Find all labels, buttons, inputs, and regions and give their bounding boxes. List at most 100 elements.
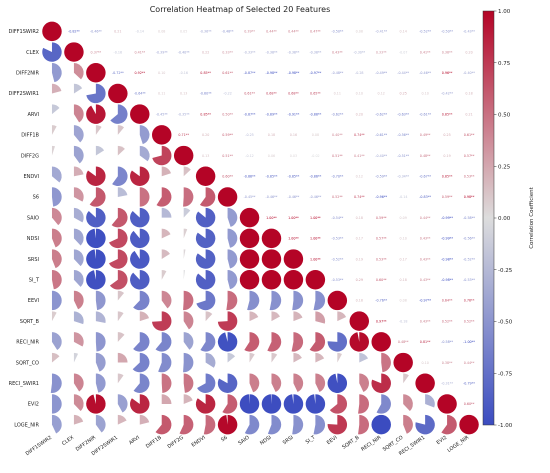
correlation-pie bbox=[51, 414, 62, 434]
correlation-pie bbox=[117, 332, 125, 342]
correlation-value: -0.42** bbox=[441, 92, 453, 96]
correlation-pie bbox=[217, 311, 238, 331]
correlation-pie bbox=[133, 373, 150, 393]
correlation-pie bbox=[73, 166, 84, 177]
correlation-pie bbox=[217, 332, 238, 352]
correlation-value: 0.33** bbox=[222, 50, 233, 54]
row-label: SI_T bbox=[29, 277, 40, 283]
row-label: RECI_NIR bbox=[16, 340, 39, 346]
correlation-value: 0.13 bbox=[180, 92, 187, 96]
correlation-value: 0.40** bbox=[332, 133, 343, 137]
correlation-value: 0.76** bbox=[464, 299, 475, 303]
correlation-pie bbox=[73, 104, 84, 123]
diagonal-circle bbox=[305, 270, 326, 290]
correlation-pie bbox=[95, 332, 106, 352]
correlation-value: 0.10 bbox=[400, 237, 407, 241]
correlation-value: -0.52** bbox=[331, 257, 343, 261]
correlation-value: 0.44** bbox=[266, 30, 277, 34]
correlation-value: -0.98** bbox=[266, 71, 278, 75]
correlation-pie bbox=[183, 270, 185, 280]
correlation-pie bbox=[195, 228, 216, 249]
correlation-pie bbox=[161, 373, 172, 393]
column-label: NDSI bbox=[259, 435, 272, 447]
row-label: DIFF1B bbox=[21, 133, 39, 139]
correlation-pie bbox=[315, 373, 326, 393]
colorbar-tick-label: -0.75 bbox=[498, 371, 513, 377]
column-label: SRSI bbox=[282, 435, 295, 446]
correlation-value: 0.43** bbox=[420, 278, 431, 282]
correlation-value: -0.30** bbox=[353, 50, 365, 54]
correlation-pie bbox=[261, 394, 282, 414]
correlation-pie bbox=[249, 311, 259, 322]
correlation-value: -0.99** bbox=[441, 237, 453, 241]
correlation-value: -0.97** bbox=[309, 71, 321, 75]
correlation-pie bbox=[51, 187, 62, 207]
correlation-value: 0.37** bbox=[91, 50, 102, 54]
correlation-pie bbox=[130, 394, 150, 414]
correlation-pie bbox=[183, 187, 194, 207]
correlation-pie bbox=[161, 249, 170, 260]
correlation-value: 0.59** bbox=[442, 195, 453, 199]
correlation-pie bbox=[51, 270, 62, 290]
correlation-pie bbox=[337, 352, 343, 363]
chart-title: Correlation Heatmap of Selected 20 Featu… bbox=[150, 5, 331, 14]
correlation-pie bbox=[183, 373, 194, 393]
correlation-value: 0.48** bbox=[398, 340, 409, 344]
correlation-pie bbox=[155, 332, 172, 352]
correlation-pie bbox=[95, 125, 102, 135]
correlation-value: 1.00** bbox=[266, 216, 277, 220]
correlation-pie bbox=[315, 311, 326, 324]
correlation-pie bbox=[203, 414, 216, 435]
correlation-pie bbox=[283, 394, 304, 414]
colorbar-tick-label: 0.00 bbox=[498, 216, 511, 222]
correlation-value: 0.38** bbox=[442, 50, 453, 54]
correlation-value: 1.00** bbox=[310, 216, 321, 220]
correlation-value: 0.19 bbox=[443, 154, 450, 158]
diagonal-circle bbox=[327, 290, 348, 311]
correlation-value: 0.49** bbox=[420, 133, 431, 137]
correlation-value: -0.34** bbox=[397, 174, 409, 178]
correlation-value: -0.45** bbox=[244, 195, 256, 199]
correlation-value: -0.38** bbox=[288, 50, 300, 54]
correlation-value: -0.52** bbox=[463, 257, 475, 261]
correlation-pie bbox=[139, 125, 150, 145]
correlation-pie bbox=[117, 145, 125, 156]
correlation-pie bbox=[51, 394, 62, 414]
correlation-pie bbox=[327, 414, 348, 435]
correlation-value: 0.11 bbox=[158, 92, 165, 96]
correlation-pie bbox=[132, 352, 150, 373]
correlation-value: 0.57** bbox=[464, 154, 475, 158]
correlation-value: 0.52** bbox=[464, 319, 475, 323]
colorbar-tick-label: 0.75 bbox=[498, 61, 511, 67]
correlation-pie bbox=[337, 311, 347, 322]
correlation-value: 0.53** bbox=[376, 257, 387, 261]
correlation-pie bbox=[183, 249, 186, 260]
correlation-pie bbox=[293, 352, 302, 363]
correlation-pie bbox=[117, 414, 127, 425]
correlation-pie bbox=[109, 270, 128, 290]
correlation-pie bbox=[267, 414, 282, 435]
correlation-pie bbox=[217, 373, 238, 393]
colorbar-tick-label: 1.00 bbox=[498, 9, 511, 15]
correlation-pie bbox=[73, 414, 84, 425]
correlation-pie bbox=[139, 311, 150, 322]
correlation-pie bbox=[73, 373, 84, 392]
correlation-pie bbox=[133, 290, 150, 311]
row-label: CLEX bbox=[26, 50, 39, 56]
correlation-value: -0.79** bbox=[463, 381, 475, 385]
row-label: DIFF2NIR bbox=[16, 70, 39, 76]
correlation-pie bbox=[51, 311, 57, 322]
row-label: RECI_SWIR1 bbox=[9, 381, 39, 387]
correlation-pie bbox=[139, 145, 150, 162]
correlation-pie bbox=[117, 187, 128, 197]
correlation-value: -0.35** bbox=[178, 112, 190, 116]
diagonal-circle bbox=[173, 145, 194, 166]
correlation-value: 0.51** bbox=[332, 154, 343, 158]
correlation-value: 0.48** bbox=[420, 154, 431, 158]
correlation-pie bbox=[403, 373, 409, 384]
correlation-value: -0.48** bbox=[222, 30, 234, 34]
correlation-value: 0.10 bbox=[158, 71, 165, 75]
correlation-value: 0.85** bbox=[442, 174, 453, 178]
correlation-value: -0.83** bbox=[419, 195, 431, 199]
correlation-value: -0.12 bbox=[245, 154, 254, 158]
